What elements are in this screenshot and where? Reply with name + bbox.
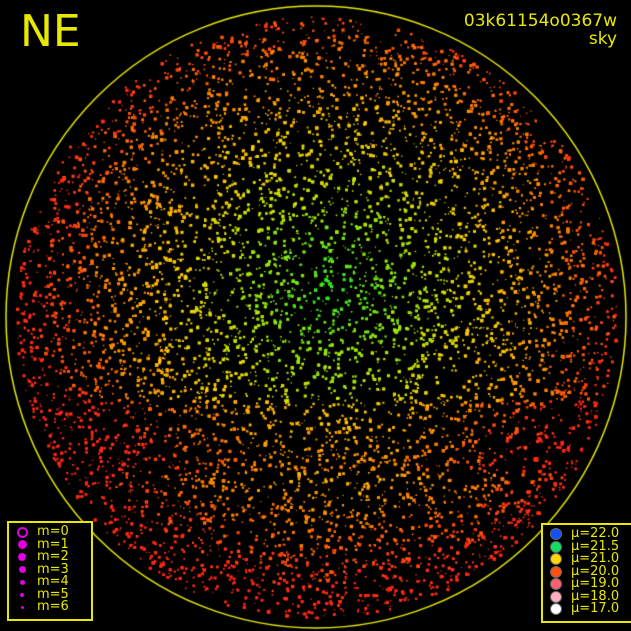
magnitude-marker-icon — [18, 553, 26, 562]
magnitude-legend-item: m=3 — [15, 561, 85, 577]
exposure-id: 03k61154o0367w — [463, 11, 617, 31]
magnitude-label: m=0 — [37, 524, 69, 540]
brightness-swatch-icon — [550, 578, 562, 591]
magnitude-marker-icon — [17, 540, 27, 550]
brightness-swatch-icon — [550, 553, 562, 566]
brightness-label: μ=19.0 — [571, 576, 620, 592]
magnitude-label: m=2 — [37, 549, 69, 565]
brightness-label: μ=22.0 — [571, 526, 620, 542]
brightness-legend-item: μ=21.0 — [549, 551, 627, 567]
magnitude-legend-item: m=0 — [15, 524, 85, 540]
brightness-legend-item: μ=19.0 — [549, 576, 627, 592]
magnitude-label: m=1 — [37, 536, 69, 552]
brightness-label: μ=21.0 — [571, 551, 620, 567]
magnitude-marker-icon — [16, 526, 28, 538]
brightness-label: μ=20.0 — [571, 563, 620, 579]
brightness-swatch-icon — [550, 540, 562, 553]
magnitude-legend-item: m=5 — [15, 586, 85, 602]
magnitude-label: m=6 — [37, 599, 69, 615]
magnitude-legend-item: m=2 — [15, 549, 85, 565]
magnitude-marker-icon — [18, 566, 26, 574]
magnitude-label: m=5 — [37, 586, 69, 602]
brightness-label: μ=21.5 — [571, 538, 620, 554]
exposure-info: 03k61154o0367w sky — [464, 12, 617, 48]
brightness-legend-item: μ=18.0 — [549, 588, 627, 604]
magnitude-legend: m=0 m=1 m=2 m=3 m=4 m=5 m=6 — [7, 521, 93, 621]
image-type: sky — [588, 29, 617, 49]
brightness-swatch-icon — [550, 528, 562, 541]
magnitude-label: m=4 — [37, 574, 69, 590]
brightness-legend: μ=22.0 μ=21.5 μ=21.0 μ=20.0 μ=19.0 μ=18.0 μ=17… — [541, 523, 631, 623]
magnitude-legend-item: m=4 — [15, 574, 85, 590]
brightness-swatch-icon — [550, 565, 562, 578]
brightness-swatch-icon — [550, 603, 562, 616]
brightness-swatch-icon — [550, 590, 562, 603]
brightness-legend-item: μ=17.0 — [549, 601, 627, 617]
magnitude-marker-icon — [20, 592, 24, 597]
direction-label: NE — [20, 6, 81, 57]
magnitude-legend-item: m=6 — [15, 599, 85, 615]
brightness-legend-item: μ=20.0 — [549, 563, 627, 579]
magnitude-marker-icon — [19, 579, 25, 585]
brightness-legend-item: μ=22.0 — [549, 526, 627, 542]
brightness-label: μ=18.0 — [571, 588, 620, 604]
magnitude-label: m=3 — [37, 561, 69, 577]
brightness-label: μ=17.0 — [571, 601, 620, 617]
magnitude-legend-item: m=1 — [15, 536, 85, 552]
brightness-legend-item: μ=21.5 — [549, 538, 627, 554]
magnitude-marker-icon — [20, 605, 24, 609]
